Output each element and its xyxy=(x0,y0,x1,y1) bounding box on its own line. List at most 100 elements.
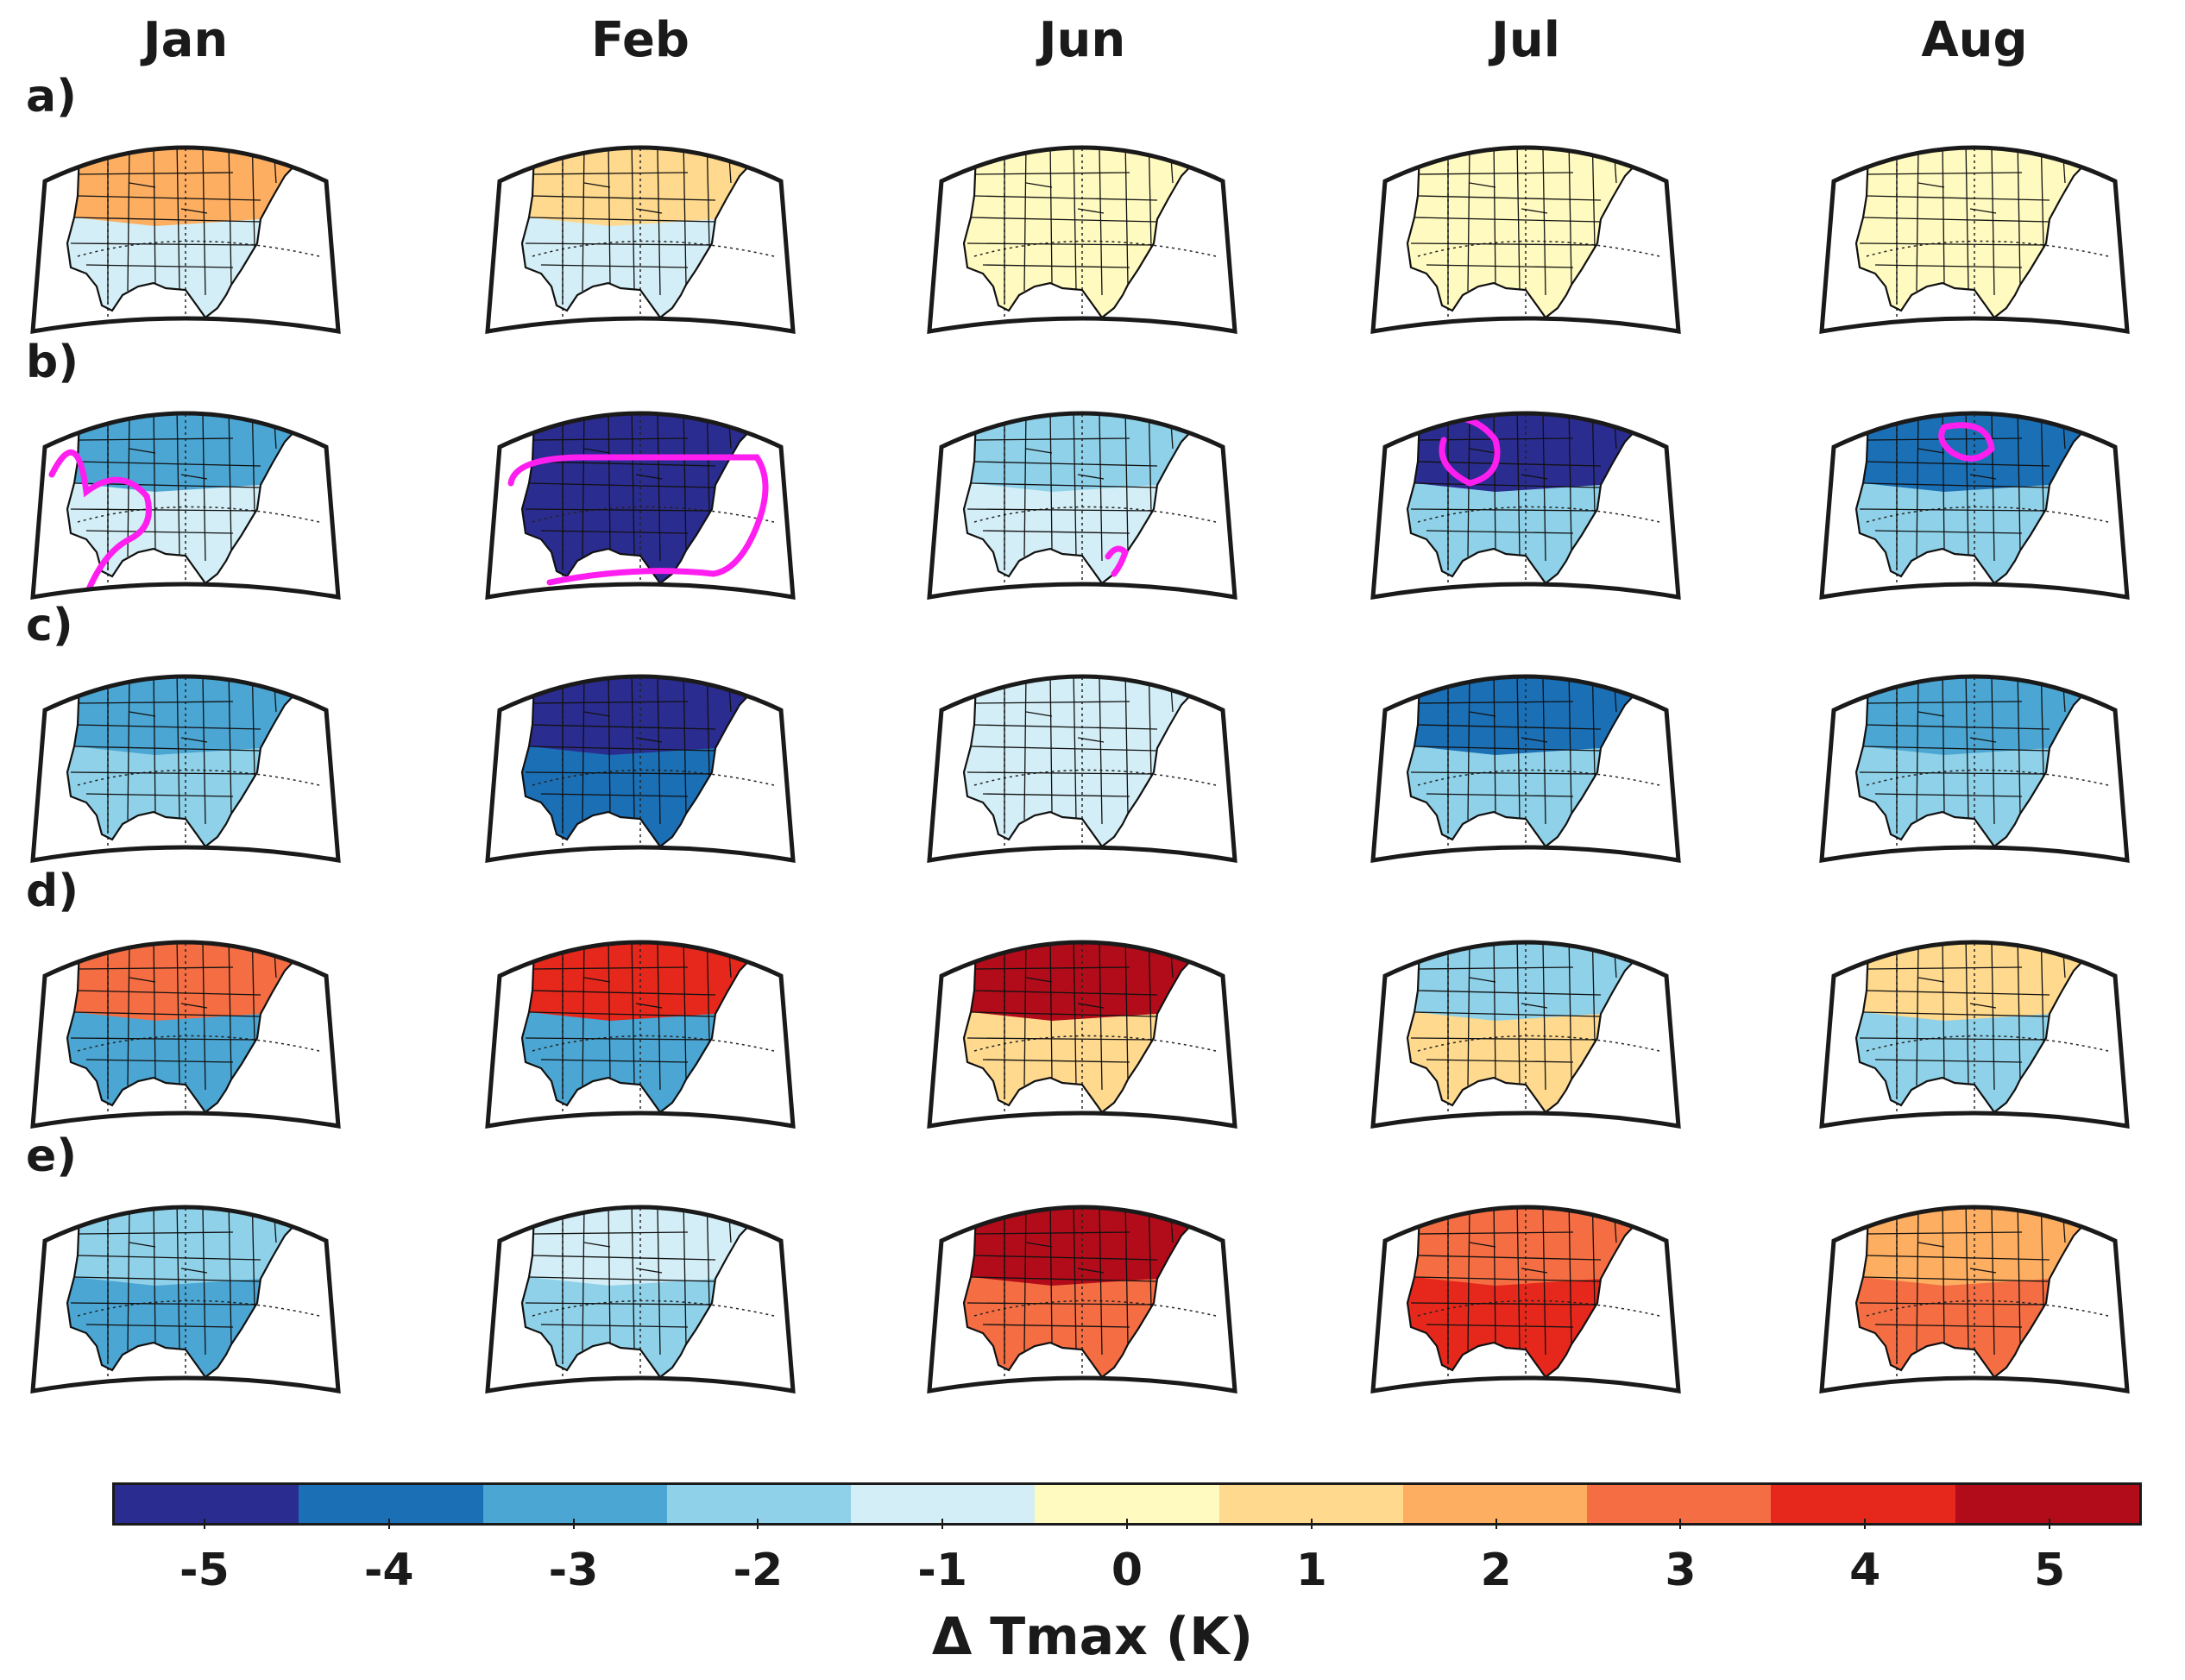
state-border xyxy=(525,771,713,775)
graticule-line xyxy=(77,506,320,523)
state-border xyxy=(631,942,635,1085)
state-border xyxy=(1469,182,1496,188)
map-panel xyxy=(1815,874,2134,1133)
state-border xyxy=(1025,977,1053,983)
state-border xyxy=(583,1242,611,1248)
state-border xyxy=(153,942,156,1079)
coastline xyxy=(1406,413,1640,585)
state-border xyxy=(1917,977,1945,983)
colorbar-tick xyxy=(203,1519,205,1529)
map-svg xyxy=(1370,145,1681,335)
map-frame xyxy=(927,1205,1237,1394)
colorbar-segment xyxy=(1955,1485,2139,1523)
state-border xyxy=(1917,182,1945,188)
graticule-line xyxy=(1417,1299,1660,1317)
colorbar-tick xyxy=(2049,1519,2051,1529)
map-frame xyxy=(1819,940,2130,1129)
map-panel xyxy=(922,345,1242,604)
state-border xyxy=(967,508,1155,512)
state-border xyxy=(228,148,232,286)
state-border xyxy=(202,413,206,562)
map-svg xyxy=(30,411,341,601)
state-border xyxy=(970,746,1158,752)
coastline xyxy=(1854,148,2089,319)
map-frame xyxy=(1819,411,2130,601)
state-border xyxy=(1077,1268,1105,1274)
row-label-e: e) xyxy=(26,1130,78,1182)
graticule-line xyxy=(973,769,1217,786)
colorbar-segment xyxy=(666,1485,852,1523)
state-border xyxy=(1969,1003,1997,1009)
colorbar-tick xyxy=(1495,1519,1497,1529)
map-panel xyxy=(1366,345,1685,604)
state-border xyxy=(1917,711,1945,717)
state-border xyxy=(1414,1011,1602,1017)
map-panel xyxy=(1366,874,1685,1133)
graticule-line xyxy=(1866,1299,2109,1317)
state-border xyxy=(1521,737,1548,743)
state-border xyxy=(1049,942,1053,1079)
colorbar-tick xyxy=(1126,1519,1128,1529)
coastline xyxy=(962,1207,1197,1379)
state-border xyxy=(1521,1003,1548,1009)
state-border xyxy=(85,793,234,797)
state-border xyxy=(631,148,635,291)
state-border xyxy=(533,966,689,970)
graticule-line xyxy=(973,1035,1217,1052)
map-panel xyxy=(481,608,800,867)
row-label-b: b) xyxy=(26,337,79,388)
map-panel xyxy=(1366,1139,1685,1398)
state-border xyxy=(1874,1059,2023,1063)
coastline xyxy=(66,148,300,319)
colorbar-tick-label: -4 xyxy=(363,1545,414,1596)
map-svg xyxy=(1370,674,1681,864)
map-svg xyxy=(485,411,796,601)
state-border xyxy=(1426,264,1574,268)
state-border xyxy=(975,1231,1130,1235)
coastline xyxy=(520,148,755,319)
map-frame xyxy=(1370,411,1681,601)
state-border xyxy=(1965,413,1969,557)
colorbar-segment xyxy=(299,1485,483,1523)
state-border xyxy=(1867,172,2023,175)
state-border xyxy=(1969,1268,1997,1274)
coastline xyxy=(1406,148,1640,319)
state-border xyxy=(1942,942,1945,1079)
state-border xyxy=(129,977,156,983)
state-border xyxy=(1516,942,1521,1085)
significance-contour xyxy=(1105,545,1130,577)
map-frame xyxy=(30,674,341,864)
coastline xyxy=(1406,942,1640,1114)
state-border xyxy=(1099,676,1103,825)
state-border xyxy=(975,437,1130,441)
graticule-line xyxy=(973,506,1217,523)
graticule-line xyxy=(77,1299,320,1317)
colorbar-segment xyxy=(1402,1485,1588,1523)
state-border xyxy=(975,172,1130,175)
map-frame xyxy=(927,145,1237,335)
state-border xyxy=(1049,413,1053,550)
state-border xyxy=(1124,148,1129,286)
map-svg xyxy=(485,940,796,1129)
state-border xyxy=(635,737,663,743)
map-frame xyxy=(927,411,1237,601)
state-border xyxy=(525,1037,713,1041)
state-border xyxy=(180,208,208,214)
state-border xyxy=(1426,530,1574,534)
state-border xyxy=(533,172,689,175)
state-border xyxy=(73,1011,261,1017)
state-border xyxy=(1859,1302,2047,1306)
state-border xyxy=(153,676,156,813)
state-border xyxy=(127,148,130,292)
state-border xyxy=(1965,148,1969,291)
state-border xyxy=(1469,1242,1496,1248)
row-label-d: d) xyxy=(26,865,79,917)
state-border xyxy=(1099,413,1103,562)
graticule-line xyxy=(973,240,1217,257)
state-border xyxy=(1568,148,1572,286)
state-border xyxy=(1568,413,1572,551)
state-border xyxy=(1426,1059,1574,1063)
map-svg xyxy=(30,145,341,335)
map-svg xyxy=(30,1205,341,1394)
state-border xyxy=(1049,148,1053,284)
